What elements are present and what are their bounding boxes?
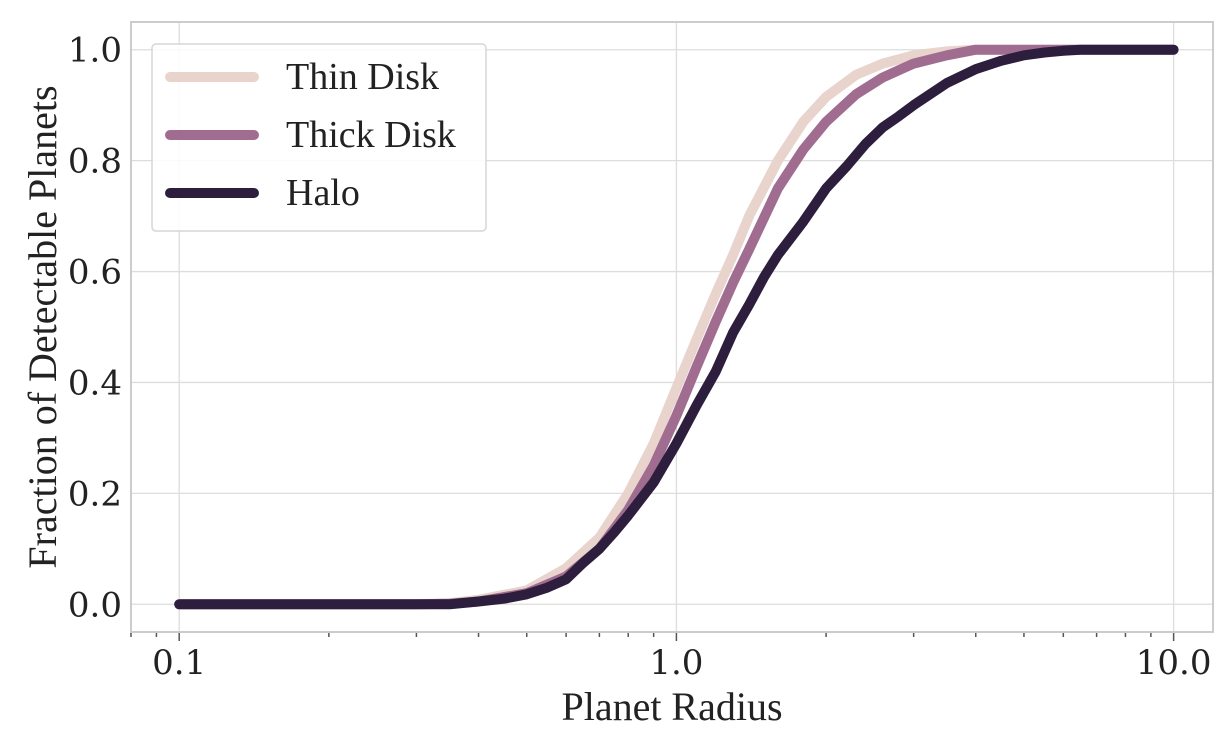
series-line-halo — [174, 44, 1179, 610]
y-tick-label-5: 1.0 — [68, 31, 122, 71]
plot-frame — [130, 21, 1214, 633]
y-tick-label-0: 0.0 — [68, 585, 122, 625]
x-tick-label-2: 10.0 — [1136, 643, 1212, 683]
y-axis-label: Fraction of Detectable Planets — [20, 85, 65, 568]
legend: Thin Disk Thick Disk Halo — [151, 43, 487, 232]
y-tick-label-1: 0.2 — [68, 474, 122, 514]
x-minor-ticks — [130, 632, 1175, 641]
y-tick-labels: 0.0 0.2 0.4 0.6 0.8 1.0 — [68, 31, 122, 626]
legend-box — [151, 43, 487, 232]
x-axis-label: Planet Radius — [561, 684, 782, 729]
legend-label-thick-disk: Thick Disk — [286, 114, 456, 156]
y-tick-label-2: 0.4 — [68, 363, 122, 403]
x-tick-label-1: 1.0 — [649, 643, 703, 683]
legend-label-halo: Halo — [286, 172, 360, 214]
series-layer — [174, 44, 1179, 610]
x-tick-label-0: 0.1 — [152, 643, 206, 683]
y-tick-label-3: 0.6 — [68, 253, 122, 293]
y-tick-label-4: 0.8 — [68, 142, 122, 182]
x-tick-labels: 0.1 1.0 10.0 — [152, 643, 1211, 683]
legend-label-thin-disk: Thin Disk — [286, 56, 439, 98]
